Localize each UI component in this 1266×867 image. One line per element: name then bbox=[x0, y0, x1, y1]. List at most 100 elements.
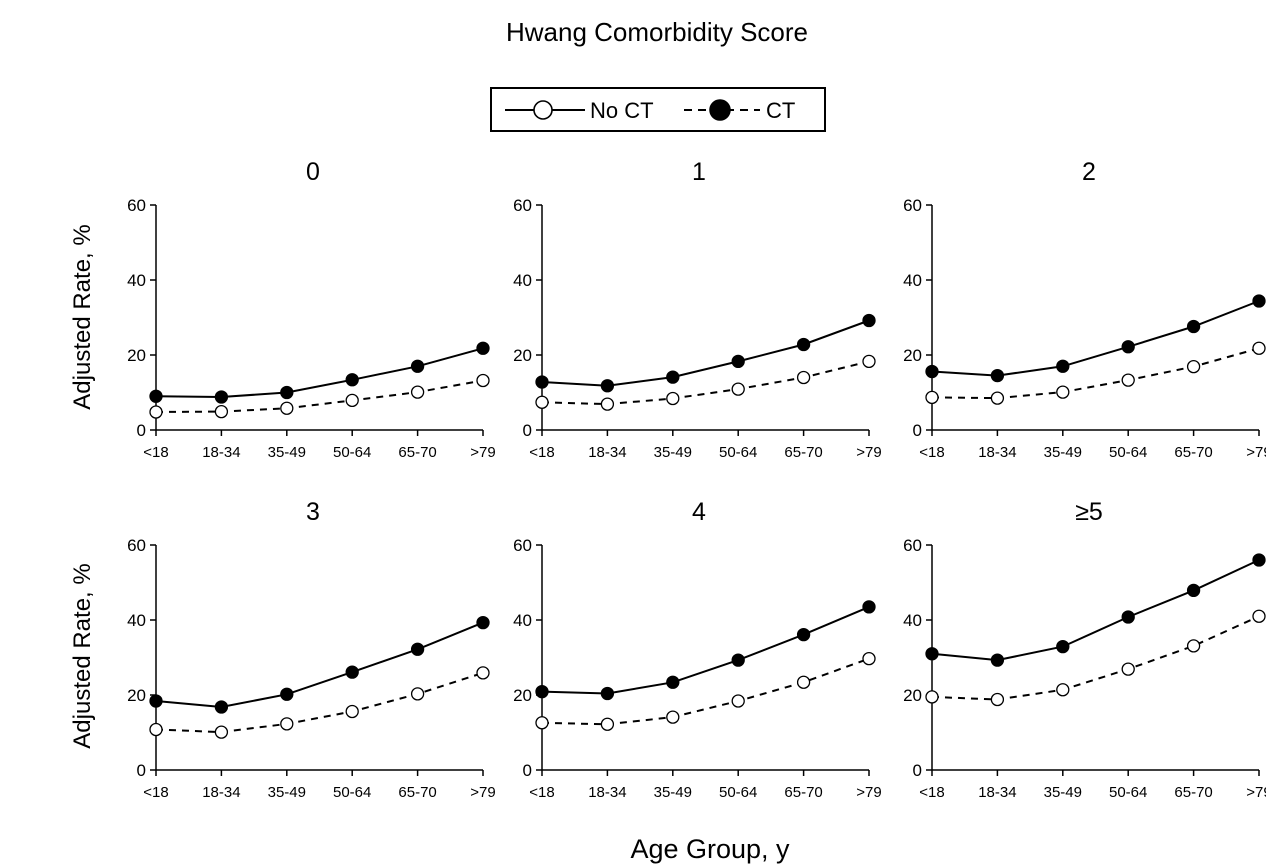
x-tick-label: <18 bbox=[529, 444, 554, 461]
x-tick-label: <18 bbox=[143, 444, 168, 461]
data-point-ct bbox=[796, 627, 811, 642]
data-point-no-ct bbox=[600, 397, 615, 411]
x-tick-label: 65-70 bbox=[784, 444, 822, 461]
panel-title: 3 bbox=[306, 498, 320, 526]
panel-0: 0 0 20 40 60 <18 18-34 35-49 50-64 65-70 >79 bbox=[127, 158, 496, 461]
legend-label-ct: CT bbox=[766, 98, 795, 123]
x-tick-label: <18 bbox=[919, 444, 944, 461]
series-line-no-ct bbox=[931, 615, 1260, 701]
data-point-ct bbox=[345, 373, 359, 387]
x-tick-label: >79 bbox=[470, 784, 495, 801]
data-point-no-ct bbox=[410, 687, 425, 701]
data-point-no-ct bbox=[990, 692, 1005, 707]
legend-label-no-ct: No CT bbox=[590, 98, 654, 123]
x-tick-label: >79 bbox=[470, 444, 495, 461]
data-point-no-ct bbox=[796, 370, 811, 385]
x-tick-label: 65-70 bbox=[1174, 444, 1212, 461]
y-tick-label: 40 bbox=[127, 271, 146, 290]
panel-title: 4 bbox=[692, 498, 706, 526]
y-tick-label: 40 bbox=[513, 271, 532, 290]
data-point-ct bbox=[666, 675, 680, 689]
data-point-ct bbox=[410, 642, 425, 656]
x-tick-label: 65-70 bbox=[398, 784, 436, 801]
x-tick-label: >79 bbox=[1246, 444, 1266, 461]
x-tick-label: <18 bbox=[143, 784, 168, 801]
y-tick-label: 60 bbox=[513, 196, 532, 215]
data-point-no-ct bbox=[1252, 341, 1266, 355]
x-tick-label: 65-70 bbox=[784, 784, 822, 801]
x-tick-label: >79 bbox=[856, 784, 881, 801]
data-point-ct bbox=[1056, 639, 1070, 654]
y-tick-label: 20 bbox=[127, 346, 146, 365]
data-point-no-ct bbox=[149, 405, 163, 419]
data-point-ct bbox=[600, 379, 615, 393]
y-tick-label: 0 bbox=[137, 761, 146, 780]
data-point-ct bbox=[666, 370, 680, 384]
x-axis-label: Age Group, y bbox=[630, 834, 790, 864]
series-line-ct bbox=[541, 605, 870, 695]
x-tick-label: >79 bbox=[1246, 784, 1266, 801]
data-point-ct bbox=[535, 375, 549, 389]
series-line-no-ct bbox=[541, 657, 870, 726]
legend: No CT CT bbox=[490, 87, 826, 132]
data-point-ct bbox=[410, 359, 425, 373]
x-tick-label: 35-49 bbox=[268, 784, 306, 801]
data-point-ct bbox=[149, 694, 163, 708]
data-point-no-ct bbox=[1186, 359, 1201, 374]
y-tick-label: 60 bbox=[127, 196, 146, 215]
x-tick-label: 18-34 bbox=[588, 444, 626, 461]
x-tick-label: 50-64 bbox=[719, 784, 757, 801]
panels: 0 0 20 40 60 <18 18-34 35-49 50-64 65-70 >79 1 0 20 40… bbox=[127, 158, 1266, 801]
y-tick-label: 60 bbox=[903, 536, 922, 555]
data-point-ct bbox=[1056, 359, 1070, 373]
x-tick-label: 65-70 bbox=[1174, 784, 1212, 801]
y-tick-label: 40 bbox=[903, 611, 922, 630]
panel-title: 2 bbox=[1082, 158, 1096, 186]
data-point-no-ct bbox=[731, 382, 745, 396]
data-point-no-ct bbox=[1186, 639, 1201, 653]
data-point-no-ct bbox=[476, 666, 490, 680]
y-tick-label: 0 bbox=[523, 761, 532, 780]
x-tick-label: 18-34 bbox=[978, 784, 1016, 801]
data-point-ct bbox=[990, 653, 1005, 667]
data-point-ct bbox=[1121, 610, 1135, 624]
data-point-no-ct bbox=[1121, 373, 1135, 387]
data-point-no-ct bbox=[862, 651, 876, 666]
data-point-ct bbox=[990, 368, 1005, 383]
panel-5: ≥5 0 20 40 60 <18 18-34 35-49 50-64 65-70 >79 bbox=[903, 498, 1266, 801]
y-tick-label: 0 bbox=[913, 421, 922, 440]
x-tick-label: <18 bbox=[529, 784, 554, 801]
x-tick-label: 18-34 bbox=[588, 784, 626, 801]
x-tick-label: 50-64 bbox=[333, 444, 371, 461]
data-point-ct bbox=[476, 341, 490, 355]
data-point-ct bbox=[862, 313, 876, 328]
y-tick-label: 60 bbox=[513, 536, 532, 555]
data-point-no-ct bbox=[1121, 662, 1135, 676]
data-point-no-ct bbox=[925, 690, 939, 704]
y-axis-label-bottom: Adjusted Rate, % bbox=[69, 563, 96, 748]
x-tick-label: >79 bbox=[856, 444, 881, 461]
panel-title: 1 bbox=[692, 158, 706, 186]
series-line-no-ct bbox=[155, 379, 484, 413]
x-tick-label: 50-64 bbox=[1109, 784, 1147, 801]
panel-3: 3 0 20 40 60 <18 18-34 35-49 50-64 65-70 >79 bbox=[127, 498, 496, 801]
series-line-no-ct bbox=[541, 360, 870, 406]
data-point-no-ct bbox=[149, 722, 163, 737]
data-point-no-ct bbox=[666, 391, 680, 406]
x-tick-label: 65-70 bbox=[398, 444, 436, 461]
data-point-ct bbox=[1186, 319, 1201, 334]
data-point-no-ct bbox=[990, 391, 1005, 405]
x-tick-label: 50-64 bbox=[333, 784, 371, 801]
data-point-ct bbox=[214, 390, 229, 404]
y-tick-label: 20 bbox=[903, 346, 922, 365]
data-point-no-ct bbox=[925, 390, 939, 405]
data-point-no-ct bbox=[214, 404, 229, 419]
data-point-no-ct bbox=[1252, 609, 1266, 623]
data-point-no-ct bbox=[345, 704, 359, 719]
y-tick-label: 20 bbox=[903, 686, 922, 705]
x-tick-label: 35-49 bbox=[1044, 444, 1082, 461]
x-tick-label: 35-49 bbox=[654, 444, 692, 461]
